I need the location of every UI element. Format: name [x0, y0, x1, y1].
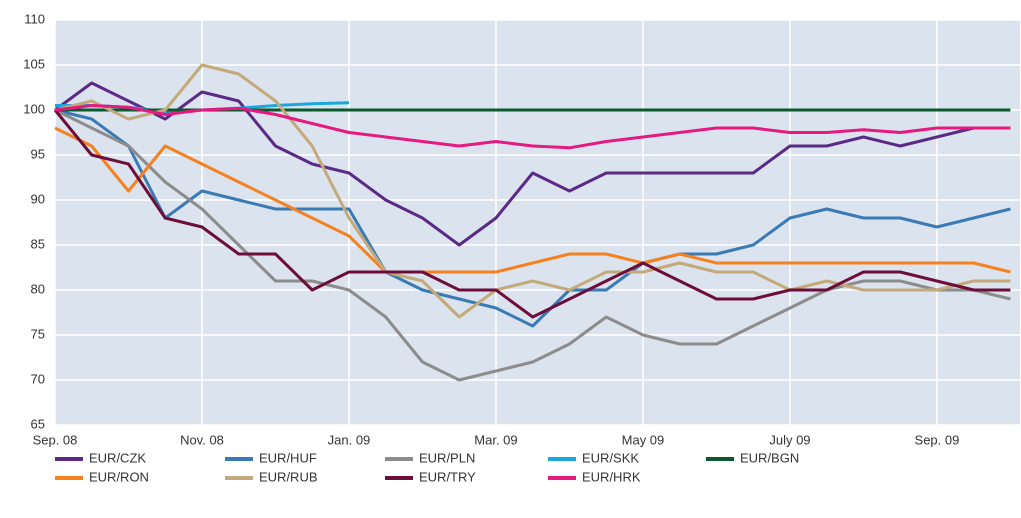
x-tick-label: Sep. 09 [915, 432, 960, 447]
y-tick-label: 95 [31, 146, 45, 161]
series-line [54, 126, 1011, 274]
series-line [54, 63, 1011, 319]
y-tick-label: 65 [31, 416, 45, 431]
y-tick-label: 90 [31, 191, 45, 206]
plot-area [55, 20, 1020, 425]
series-line [54, 108, 1011, 328]
x-tick-label: Nov. 08 [180, 432, 224, 447]
x-tick-label: Jan. 09 [328, 432, 371, 447]
legend-label: EUR/RUB [259, 469, 318, 484]
series-line [54, 81, 1011, 247]
x-tick-label: July 09 [769, 432, 810, 447]
y-tick-label: 100 [23, 101, 45, 116]
legend-label: EUR/SKK [582, 450, 639, 465]
legend-label: EUR/HRK [582, 469, 641, 484]
x-tick-label: Mar. 09 [474, 432, 517, 447]
legend-label: EUR/PLN [419, 450, 475, 465]
x-tick-label: May 09 [622, 432, 665, 447]
x-tick-label: Sep. 08 [33, 432, 78, 447]
series-line [54, 104, 1011, 150]
y-tick-label: 105 [23, 56, 45, 71]
series-line [53, 109, 1011, 319]
legend-label: EUR/CZK [89, 450, 146, 465]
legend-label: EUR/TRY [419, 469, 476, 484]
legend-label: EUR/RON [89, 469, 149, 484]
y-tick-label: 80 [31, 281, 45, 296]
y-tick-label: 75 [31, 326, 45, 341]
y-tick-label: 70 [31, 371, 45, 386]
series-line [54, 108, 1011, 382]
y-tick-label: 85 [31, 236, 45, 251]
legend-label: EUR/BGN [740, 450, 799, 465]
legend-label: EUR/HUF [259, 450, 317, 465]
y-tick-label: 110 [24, 11, 45, 26]
